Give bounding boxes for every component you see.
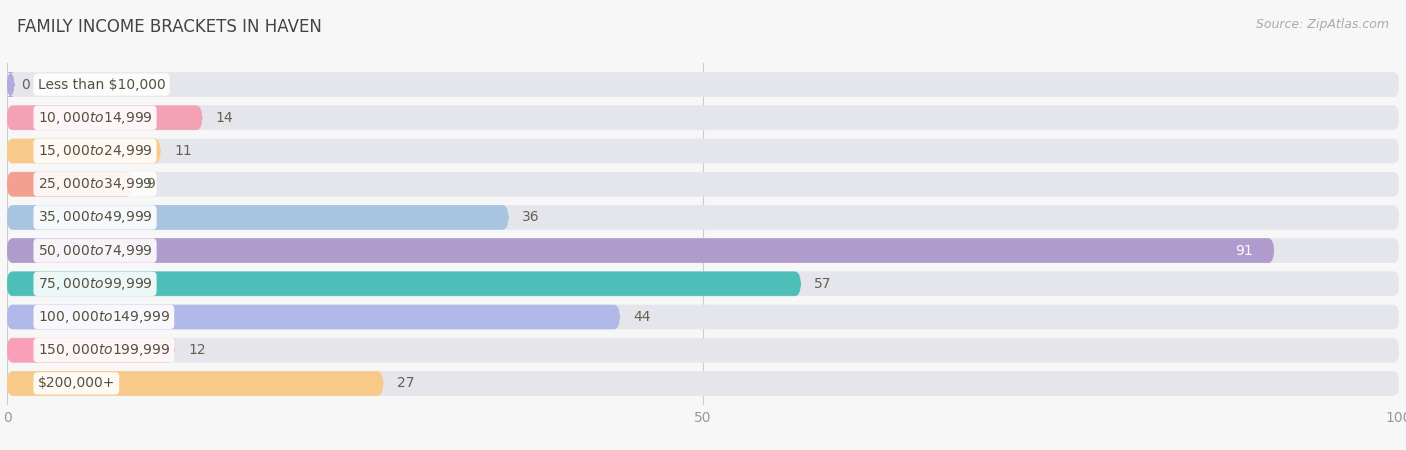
FancyBboxPatch shape (7, 238, 1399, 262)
Text: FAMILY INCOME BRACKETS IN HAVEN: FAMILY INCOME BRACKETS IN HAVEN (17, 18, 322, 36)
Text: $75,000 to $99,999: $75,000 to $99,999 (38, 276, 152, 292)
FancyBboxPatch shape (7, 305, 1399, 329)
Text: $10,000 to $14,999: $10,000 to $14,999 (38, 110, 152, 126)
FancyBboxPatch shape (7, 139, 160, 163)
Text: 12: 12 (188, 343, 205, 357)
Text: 27: 27 (396, 376, 415, 391)
FancyBboxPatch shape (7, 106, 1399, 130)
FancyBboxPatch shape (7, 272, 800, 296)
Text: Source: ZipAtlas.com: Source: ZipAtlas.com (1256, 18, 1389, 31)
FancyBboxPatch shape (7, 371, 1399, 396)
FancyBboxPatch shape (7, 139, 1399, 163)
Text: $15,000 to $24,999: $15,000 to $24,999 (38, 143, 152, 159)
Text: Less than $10,000: Less than $10,000 (38, 77, 166, 92)
Text: 91: 91 (1234, 243, 1253, 257)
FancyBboxPatch shape (7, 338, 1399, 362)
FancyBboxPatch shape (7, 238, 1274, 262)
Text: 14: 14 (217, 111, 233, 125)
FancyBboxPatch shape (7, 172, 1399, 196)
FancyBboxPatch shape (7, 72, 14, 97)
Text: 57: 57 (814, 277, 832, 291)
Text: 11: 11 (174, 144, 191, 158)
FancyBboxPatch shape (7, 106, 202, 130)
Text: 36: 36 (522, 211, 540, 225)
Text: $100,000 to $149,999: $100,000 to $149,999 (38, 309, 170, 325)
Text: $35,000 to $49,999: $35,000 to $49,999 (38, 209, 152, 225)
Text: 0: 0 (21, 77, 30, 92)
FancyBboxPatch shape (7, 272, 1399, 296)
FancyBboxPatch shape (7, 206, 508, 230)
Text: $150,000 to $199,999: $150,000 to $199,999 (38, 342, 170, 358)
FancyBboxPatch shape (7, 72, 1399, 97)
Text: $50,000 to $74,999: $50,000 to $74,999 (38, 243, 152, 259)
FancyBboxPatch shape (7, 371, 382, 396)
FancyBboxPatch shape (7, 305, 620, 329)
FancyBboxPatch shape (7, 172, 132, 196)
Text: 44: 44 (633, 310, 651, 324)
Text: $200,000+: $200,000+ (38, 376, 115, 391)
FancyBboxPatch shape (7, 206, 1399, 230)
FancyBboxPatch shape (7, 338, 174, 362)
Text: $25,000 to $34,999: $25,000 to $34,999 (38, 176, 152, 192)
Text: 9: 9 (146, 177, 155, 191)
